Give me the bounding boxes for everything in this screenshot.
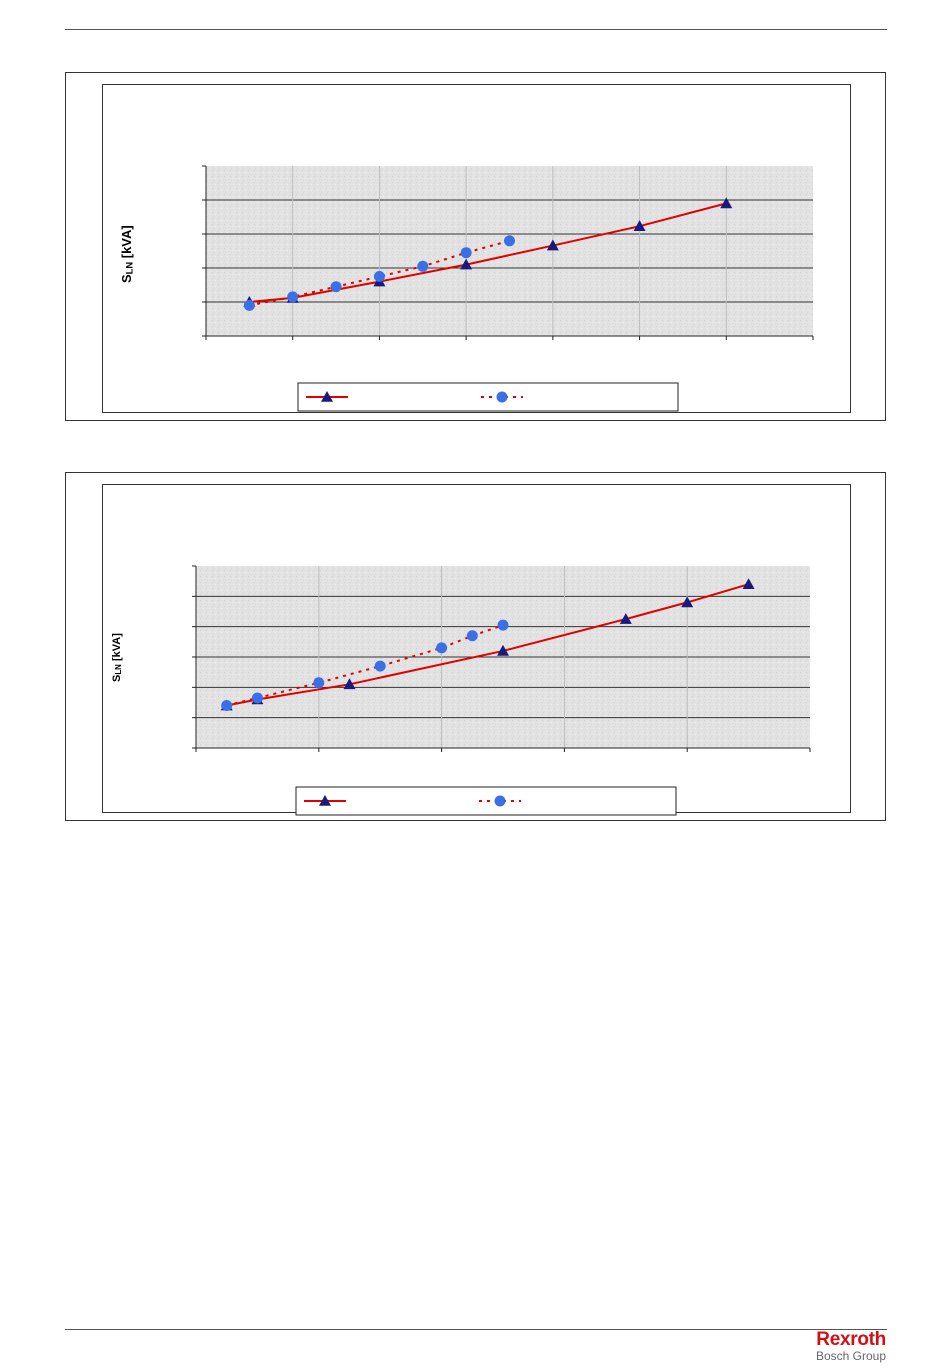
triangle-marker: [497, 644, 509, 656]
circle-marker: [251, 692, 263, 704]
legend-entry-1: [304, 795, 346, 806]
plot-background: [206, 166, 813, 336]
circle-marker: [330, 281, 342, 293]
y-axis-label-unit: [kVA]: [111, 633, 123, 665]
chart-1: [202, 165, 814, 412]
gridlines: [206, 166, 813, 336]
circle-marker: [373, 271, 385, 282]
circle-marker: [287, 291, 299, 303]
y-axis-label-main: S: [111, 674, 123, 682]
triangle-marker: [321, 391, 333, 402]
y-axis-label-2: SLN [kVA]: [111, 633, 123, 682]
triangle-marker: [619, 613, 632, 624]
legend: [295, 786, 677, 816]
y-axis-label-unit: [kVA]: [119, 225, 134, 262]
chart-2: [192, 565, 811, 816]
tick-marks: [202, 165, 814, 340]
triangle-marker: [742, 578, 755, 589]
circle-marker: [466, 630, 478, 642]
series-2: [221, 619, 509, 712]
triangle-marker: [343, 678, 356, 690]
y-axis-label-main: S: [119, 274, 134, 283]
circle-marker: [460, 247, 472, 259]
triangle-marker: [681, 596, 694, 608]
circle-marker: [417, 260, 429, 272]
chart-area-1: SLN [kVA]: [102, 84, 851, 413]
y-axis-label-sub: LN: [114, 664, 124, 675]
circle-marker: [436, 642, 448, 654]
circle-marker: [221, 700, 233, 712]
triangle-marker: [460, 258, 473, 270]
circle-marker: [243, 299, 255, 311]
brand-name: Rexroth: [816, 1329, 886, 1350]
brand-logo: Rexroth Bosch Group: [816, 1330, 886, 1363]
y-axis-label-sub: LN: [124, 261, 135, 275]
triangle-marker: [633, 220, 646, 231]
legend-entry-2: [479, 795, 521, 807]
circle-marker: [497, 619, 509, 631]
circle-marker: [496, 391, 508, 403]
triangle-marker: [546, 239, 559, 251]
legend-box: [297, 382, 679, 412]
footer-rule: [65, 1329, 887, 1330]
legend-box: [295, 786, 677, 816]
chart-frame-1: SLN [kVA]: [65, 72, 886, 421]
tick-marks: [192, 565, 811, 752]
series-2: [243, 235, 515, 311]
y-axis-label-1: SLN [kVA]: [119, 225, 134, 283]
legend: [297, 382, 679, 412]
circle-marker: [504, 235, 515, 247]
chart-frame-2: SLN [kVA]: [65, 472, 886, 821]
triangle-marker: [720, 197, 733, 209]
legend-entry-2: [481, 391, 523, 403]
legend-entry-1: [306, 391, 348, 402]
chart-area-2: SLN [kVA]: [102, 484, 851, 816]
header-rule: [65, 29, 887, 30]
triangle-marker: [319, 795, 331, 806]
circle-marker: [374, 660, 386, 672]
circle-marker: [494, 795, 506, 807]
brand-subline: Bosch Group: [815, 1349, 886, 1363]
circle-marker: [313, 677, 325, 689]
